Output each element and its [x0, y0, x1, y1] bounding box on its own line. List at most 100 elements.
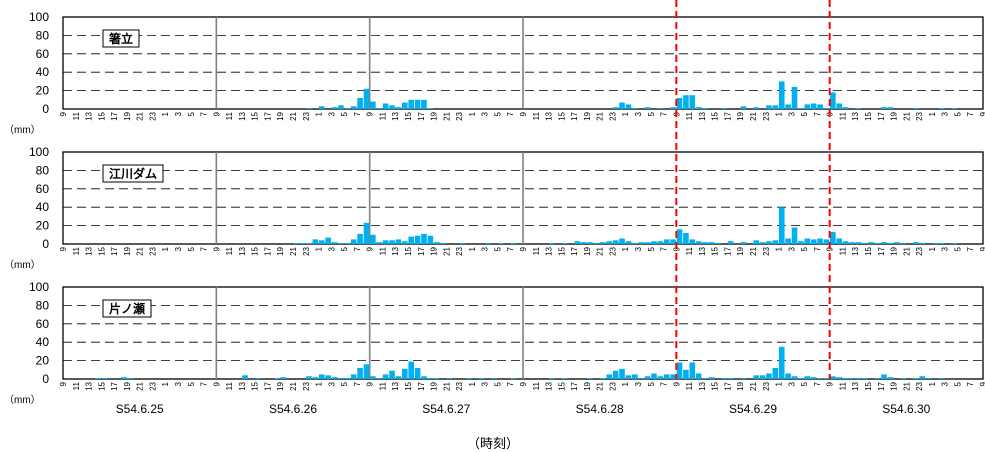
rain-bar — [868, 242, 874, 244]
x-hour-label: 3 — [481, 246, 490, 251]
rain-bar — [644, 242, 651, 244]
x-hour-label: 17 — [570, 381, 579, 390]
rain-bar — [766, 241, 772, 244]
rain-bar — [497, 243, 504, 244]
rain-bar — [318, 240, 325, 244]
rain-bar — [759, 375, 766, 379]
x-hour-label: 9 — [366, 246, 375, 251]
rain-bar — [312, 377, 319, 379]
x-hour-label: 19 — [276, 111, 285, 120]
x-hour-label: 1 — [161, 246, 170, 251]
x-hour-label: 17 — [570, 111, 579, 120]
rain-bar — [600, 378, 606, 379]
rain-bar — [357, 367, 363, 379]
rain-bar — [395, 239, 402, 244]
rain-bar — [925, 378, 932, 379]
rain-bar — [370, 234, 376, 244]
x-hour-label: 1 — [928, 246, 937, 251]
x-hour-label: 13 — [238, 111, 247, 120]
rain-bar — [338, 105, 344, 109]
rain-bar — [881, 242, 887, 244]
x-hour-label: 11 — [72, 381, 81, 390]
x-hour-label: 7 — [966, 111, 975, 116]
x-hour-label: 7 — [660, 111, 669, 116]
x-hour-label: 11 — [838, 381, 847, 390]
x-hour-label: 21 — [442, 381, 451, 390]
y-tick-label: 40 — [36, 335, 50, 349]
x-hour-label: 9 — [979, 381, 985, 386]
rain-bar — [810, 103, 817, 109]
rain-bar — [606, 241, 613, 244]
x-hour-label: 23 — [608, 246, 617, 255]
unit-label: （mm） — [4, 259, 41, 271]
y-tick-label: 40 — [36, 65, 50, 79]
rain-bar — [580, 242, 587, 244]
x-hour-label: 21 — [289, 381, 298, 390]
rain-bar — [382, 240, 389, 244]
x-hour-label: 9 — [519, 381, 528, 386]
rain-bar — [740, 378, 747, 379]
x-hour-label: 7 — [660, 246, 669, 251]
rain-bar — [331, 377, 338, 379]
rain-bar — [740, 106, 747, 109]
rain-bar — [127, 378, 133, 379]
rain-bar — [830, 92, 836, 109]
x-hour-label: 23 — [915, 111, 924, 120]
x-hour-label: 17 — [110, 111, 119, 120]
rain-bar — [331, 242, 338, 244]
x-hour-label: 23 — [148, 246, 157, 255]
rain-bar — [791, 86, 798, 109]
rain-bar — [95, 378, 101, 379]
rain-bar — [395, 376, 402, 379]
rain-bar — [363, 88, 370, 109]
x-hour-label: 3 — [787, 381, 796, 386]
station-name: 片ノ瀬 — [109, 301, 145, 316]
rain-bar — [727, 241, 734, 244]
x-hour-label: 5 — [493, 381, 502, 386]
rain-bar — [421, 376, 427, 379]
rain-bar — [510, 243, 517, 244]
x-hour-label: 13 — [85, 381, 94, 390]
rain-bar — [798, 108, 804, 109]
rain-bar — [740, 242, 747, 244]
x-axis-title: （時刻） — [467, 437, 519, 452]
x-hour-label: 21 — [596, 246, 605, 255]
rain-bar — [433, 242, 440, 244]
x-hour-label: 21 — [289, 111, 298, 120]
x-hour-label: 3 — [634, 381, 643, 386]
rain-bar — [670, 107, 676, 109]
station-name: 箸立 — [109, 31, 133, 46]
rain-bar — [919, 243, 926, 244]
rain-bar — [370, 376, 376, 379]
x-hour-label: 5 — [800, 246, 809, 251]
x-hour-label: 7 — [353, 246, 362, 251]
x-hour-label: 3 — [327, 111, 336, 116]
rain-bar — [753, 375, 759, 379]
x-hour-label: 9 — [519, 111, 528, 116]
y-tick-label: 20 — [36, 219, 50, 233]
x-hour-label: 3 — [327, 381, 336, 386]
x-hour-label: 3 — [634, 246, 643, 251]
x-hour-label: 23 — [915, 381, 924, 390]
x-hour-label: 21 — [442, 246, 451, 255]
x-hour-label: 7 — [200, 111, 209, 116]
rain-bar — [612, 240, 619, 244]
x-hour-label: 11 — [685, 246, 694, 255]
x-hour-label: 17 — [110, 246, 119, 255]
rain-bar — [548, 378, 555, 379]
rain-bar — [389, 240, 395, 244]
x-hour-label: 23 — [762, 381, 771, 390]
rain-bar — [612, 107, 619, 109]
x-hour-label: 21 — [596, 381, 605, 390]
x-hour-label: 9 — [59, 246, 68, 251]
x-hour-label: 11 — [685, 381, 694, 390]
rain-bar — [842, 107, 849, 109]
rain-bar — [938, 243, 945, 244]
x-hour-label: 23 — [915, 246, 924, 255]
x-hour-label: 21 — [442, 111, 451, 120]
x-hour-label: 21 — [136, 381, 145, 390]
y-tick-label: 80 — [36, 28, 50, 42]
x-hour-label: 19 — [736, 111, 745, 120]
rain-bar — [459, 243, 466, 244]
